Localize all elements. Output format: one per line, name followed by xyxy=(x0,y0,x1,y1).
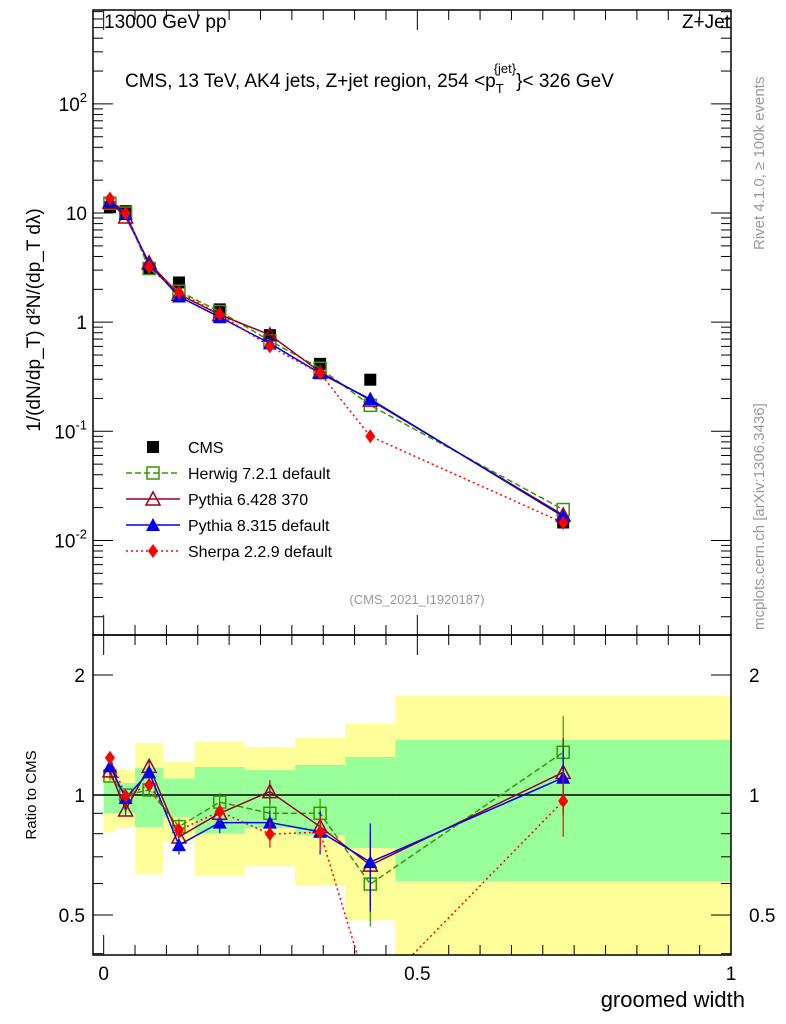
legend-marker xyxy=(146,466,160,480)
ratio-y-axis-label: Ratio to CMS xyxy=(23,750,40,839)
x-tick-label: 0 xyxy=(98,964,109,985)
data-point xyxy=(264,339,275,354)
main-frame xyxy=(92,9,732,636)
data-point xyxy=(364,373,377,386)
rivet-label: Rivet 4.1.0, ≥ 100k events xyxy=(751,77,768,250)
legend: CMS Herwig 7.2.1 default Pythia 6.428 370 P… xyxy=(126,440,333,561)
ratio-point xyxy=(120,788,131,803)
legend-label: Pythia 6.428 370 xyxy=(188,492,308,509)
ratio-point xyxy=(212,815,227,829)
ratio-point xyxy=(117,801,134,817)
header-right: Z+Jet xyxy=(682,12,731,33)
tick-exp: -2 xyxy=(75,526,87,541)
legend-marker xyxy=(147,441,159,453)
ratio-point xyxy=(363,855,378,869)
data-point xyxy=(558,515,569,530)
ratio-point xyxy=(104,750,115,765)
ratio-point xyxy=(558,794,569,809)
data-point xyxy=(363,392,378,406)
ratio-y-tick-label: 1 xyxy=(74,786,85,807)
header-left: 13000 GeV pp xyxy=(104,12,227,33)
ratio-y-tick-label-right: 2 xyxy=(749,666,760,687)
legend-entry: Herwig 7.2.1 default xyxy=(126,466,331,483)
ratio-point xyxy=(173,823,184,838)
series-line xyxy=(109,202,564,511)
legend-marker xyxy=(148,544,158,558)
ratio-y-tick-label: 0.5 xyxy=(59,906,85,927)
legend-label: CMS xyxy=(188,440,224,457)
data-point xyxy=(144,260,155,275)
ratio-point xyxy=(214,804,225,819)
series-line xyxy=(109,201,564,516)
x-tick-label: 0.5 xyxy=(404,964,430,985)
data-point xyxy=(120,206,131,221)
main-title: CMS, 13 TeV, AK4 jets, Z+jet region, 254… xyxy=(125,61,614,96)
legend-label: Herwig 7.2.1 default xyxy=(188,466,331,483)
legend-entry: Pythia 6.428 370 xyxy=(126,490,308,509)
y-tick-label: 1 xyxy=(76,313,87,334)
ratio-point xyxy=(102,759,117,773)
legend-entry: CMS xyxy=(147,440,224,457)
main-series xyxy=(101,191,572,530)
tick-base: 10 xyxy=(54,531,75,552)
legend-label: Sherpa 2.2.9 default xyxy=(188,544,333,561)
ratio-series xyxy=(101,715,572,1005)
legend-entry: Sherpa 2.2.9 default xyxy=(126,544,333,561)
series-pythia-6-428-370 xyxy=(101,193,572,522)
ratio-point xyxy=(261,783,279,799)
data-point xyxy=(315,366,326,381)
ratio-sherpa-2-2-9-default xyxy=(104,750,569,1005)
ratio-y-tick-label-right: 0.5 xyxy=(749,906,775,927)
legend-entry: Pythia 8.315 default xyxy=(126,518,330,535)
ratio-line xyxy=(109,751,564,886)
ratio-y-tick-label-right: 1 xyxy=(749,786,760,807)
ratio-point xyxy=(171,838,186,852)
ratio-point xyxy=(365,991,375,1005)
legend-marker xyxy=(144,490,162,506)
y-tick-label: 10-2 xyxy=(54,526,87,552)
series-herwig-7-2-1-default xyxy=(103,196,570,517)
data-point xyxy=(104,191,115,206)
analysis-id: (CMS_2021_I1920187) xyxy=(349,592,484,607)
ratio-y-tick-label: 2 xyxy=(74,666,85,687)
data-point xyxy=(365,429,376,444)
data-point xyxy=(173,285,184,300)
series-line xyxy=(109,200,564,518)
x-tick-label: 1 xyxy=(726,964,737,985)
data-point xyxy=(214,307,225,322)
ratio-point xyxy=(142,765,157,779)
tick-base: 10 xyxy=(59,95,80,116)
y-tick-label: 102 xyxy=(59,90,87,116)
tick-exp: -1 xyxy=(75,417,87,432)
y-tick-label: 10-1 xyxy=(54,417,87,443)
series-sherpa-2-2-9-default xyxy=(104,191,569,530)
inner-band-bin xyxy=(103,782,117,814)
ratio-point xyxy=(144,777,155,792)
ratio-point xyxy=(264,827,275,842)
x-axis-label: groomed width xyxy=(601,987,745,1012)
ratio-point xyxy=(315,825,326,840)
mcplots-label: mcplots.cern.ch [arXiv:1306.3436] xyxy=(751,403,768,630)
tick-exp: 2 xyxy=(80,90,87,105)
series-cms xyxy=(103,201,570,529)
legend-marker xyxy=(146,518,160,531)
tick-base: 10 xyxy=(54,422,75,443)
y-axis-label: 1/(dN/dp_T) d²N/(dp_T dλ) xyxy=(24,208,45,432)
y-tick-label: 10 xyxy=(66,204,87,225)
ratio-bands xyxy=(103,696,731,955)
legend-label: Pythia 8.315 default xyxy=(188,518,330,535)
